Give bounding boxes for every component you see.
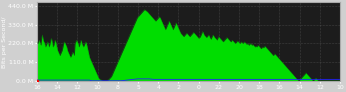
Y-axis label: Bits per Second/: Bits per Second/	[2, 16, 7, 68]
